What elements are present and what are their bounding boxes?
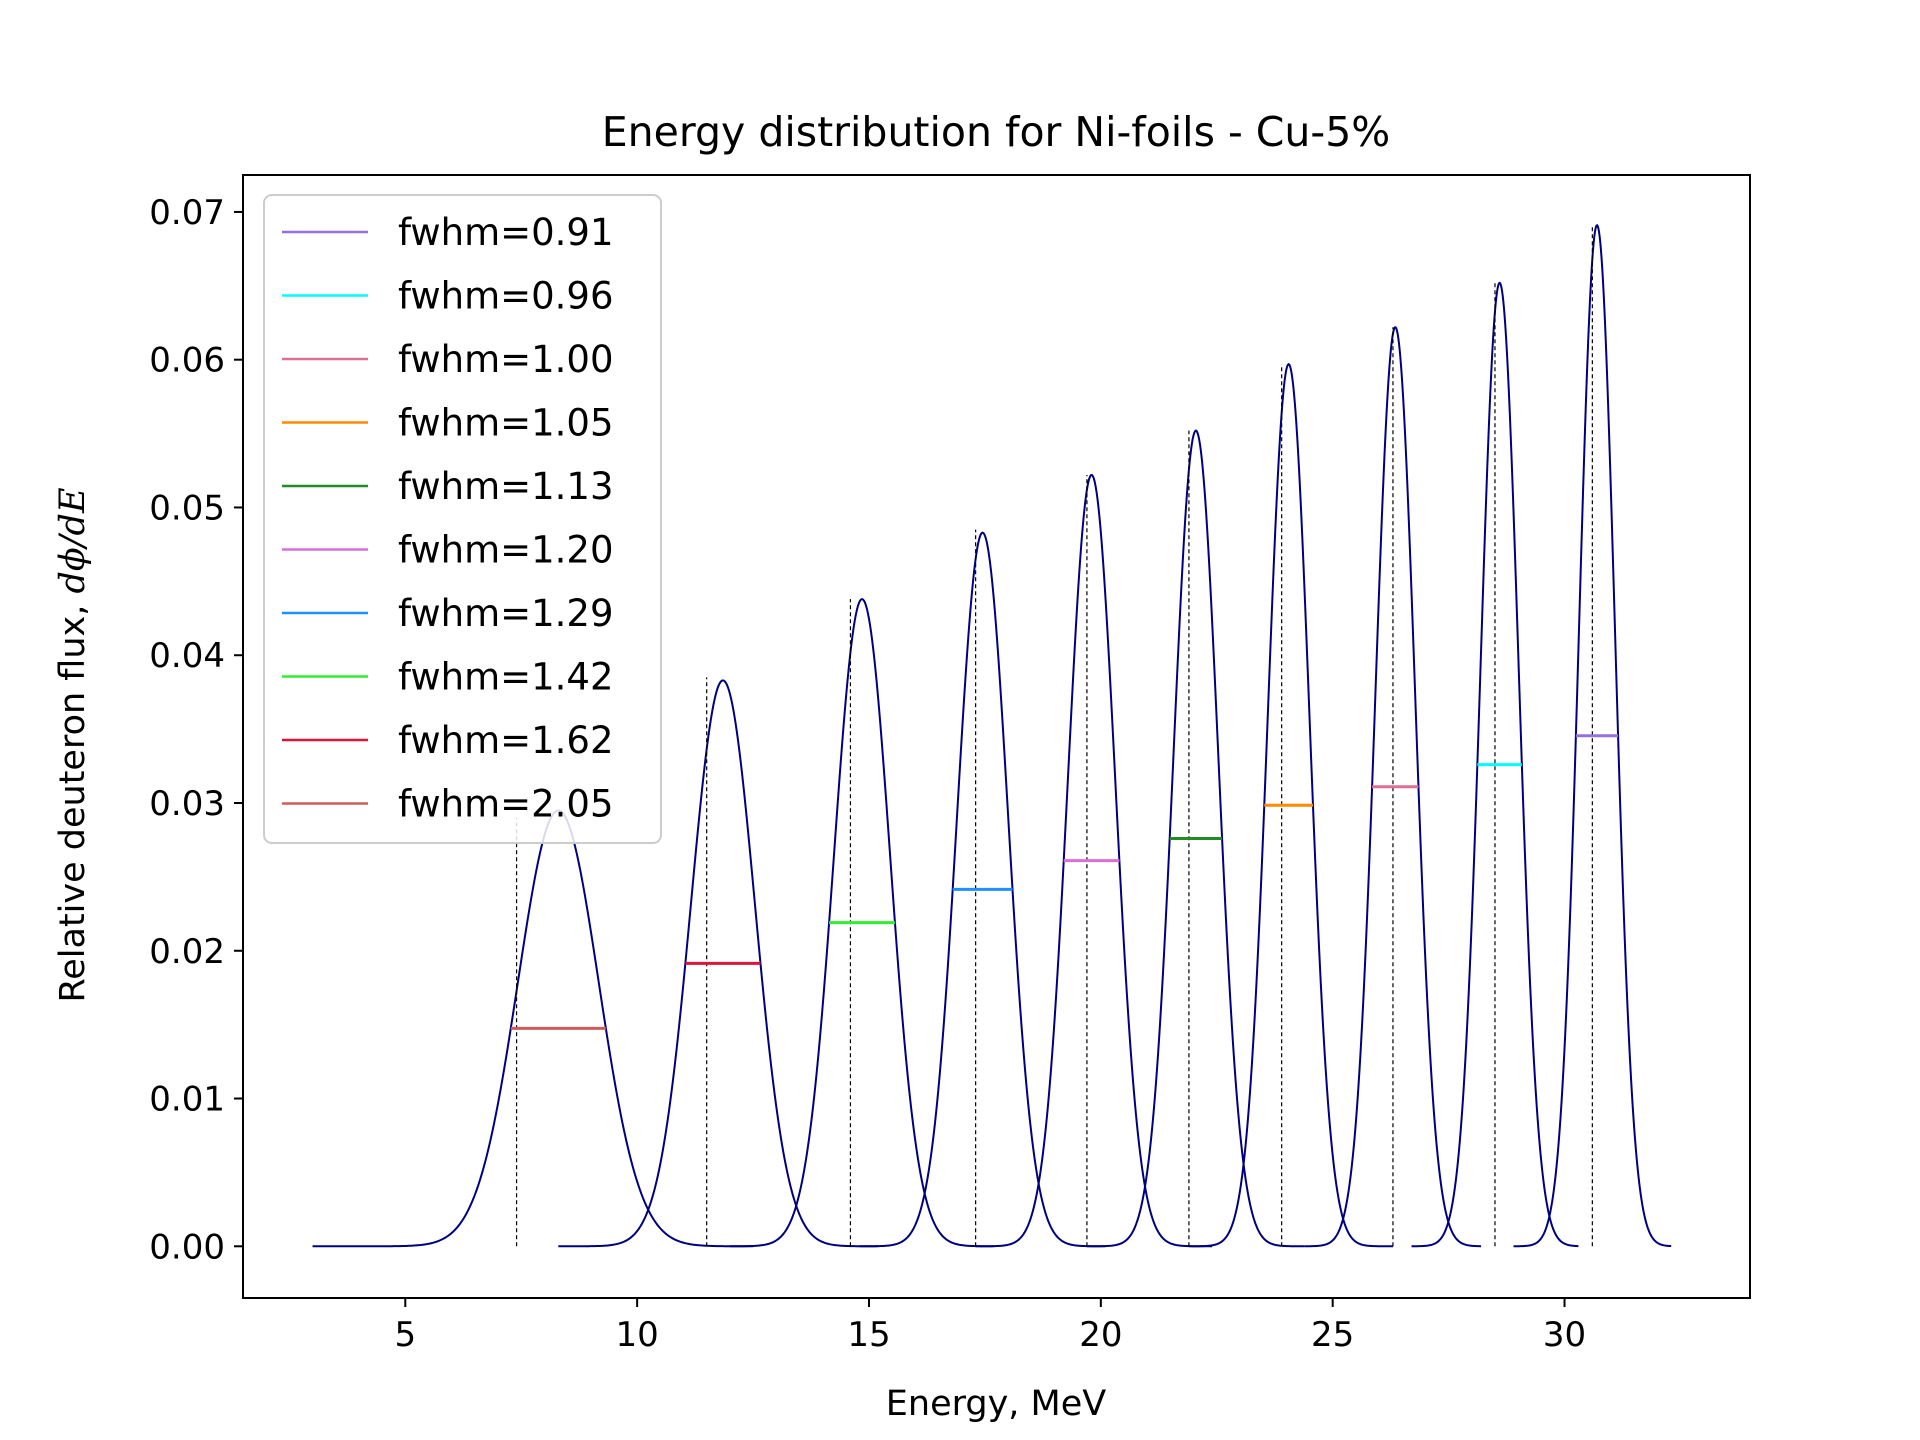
y-axis-label-text: Relative deuteron flux, bbox=[53, 594, 93, 1003]
legend-item: fwhm=1.29 bbox=[282, 592, 614, 635]
legend-label: fwhm=1.62 bbox=[398, 719, 614, 762]
chart-title: Energy distribution for Ni-foils - Cu-5% bbox=[602, 108, 1391, 156]
legend-label: fwhm=1.42 bbox=[398, 656, 614, 699]
series-group bbox=[859, 529, 1106, 1248]
legend-label: fwhm=1.05 bbox=[398, 402, 614, 445]
series-group bbox=[1304, 326, 1482, 1248]
x-tick-label: 30 bbox=[1543, 1315, 1586, 1355]
series-group bbox=[1513, 224, 1672, 1248]
x-tick-label: 10 bbox=[616, 1315, 659, 1355]
series-group bbox=[558, 677, 879, 1248]
series-group bbox=[975, 474, 1213, 1248]
y-tick-label: 0.01 bbox=[149, 1080, 225, 1120]
y-tick-label: 0.07 bbox=[149, 193, 225, 233]
x-tick-label: 25 bbox=[1311, 1315, 1354, 1355]
series-line bbox=[1188, 362, 1393, 1248]
legend-box bbox=[263, 194, 662, 844]
legend-label: fwhm=1.13 bbox=[398, 465, 614, 508]
legend-item: fwhm=1.42 bbox=[282, 656, 614, 699]
legend-item: fwhm=1.13 bbox=[282, 465, 614, 508]
y-tick-label: 0.03 bbox=[149, 784, 225, 824]
plot-frame bbox=[242, 174, 1751, 1299]
legend-label: fwhm=1.29 bbox=[398, 592, 614, 635]
legend-item: fwhm=2.05 bbox=[282, 783, 614, 826]
series-group bbox=[1188, 362, 1393, 1248]
legend-item: fwhm=0.91 bbox=[282, 211, 614, 254]
legend-label: fwhm=0.96 bbox=[398, 275, 614, 318]
series-line bbox=[558, 679, 879, 1248]
series-line bbox=[729, 597, 995, 1248]
series-group bbox=[729, 597, 995, 1248]
x-tick-label: 20 bbox=[1079, 1315, 1122, 1355]
series-group bbox=[1086, 429, 1305, 1248]
y-tick-label: 0.02 bbox=[149, 932, 225, 972]
series-line bbox=[1086, 429, 1305, 1248]
y-tick-label: 0.04 bbox=[149, 636, 225, 676]
x-tick-label: 15 bbox=[847, 1315, 890, 1355]
y-tick-label: 0.00 bbox=[149, 1227, 225, 1267]
y-tick-label: 0.05 bbox=[149, 488, 225, 528]
legend-label: fwhm=1.20 bbox=[398, 529, 614, 572]
y-axis-label-math: dϕ/dE bbox=[53, 487, 93, 593]
x-tick-label: 5 bbox=[394, 1315, 416, 1355]
legend-label: fwhm=0.91 bbox=[398, 211, 614, 254]
series-group bbox=[312, 809, 754, 1248]
series-line bbox=[312, 809, 754, 1248]
legend-item: fwhm=0.96 bbox=[282, 275, 614, 318]
legend-item: fwhm=1.05 bbox=[282, 402, 614, 445]
y-tick-label: 0.06 bbox=[149, 341, 225, 381]
series-group bbox=[1411, 281, 1579, 1248]
legend-item: fwhm=1.62 bbox=[282, 719, 614, 762]
series-line bbox=[975, 474, 1213, 1248]
x-axis-label: Energy, MeV bbox=[886, 1384, 1107, 1424]
plot-area: 5 10 15 20 25 30 0.00 0.01 0.02 0.03 0.04 0.05 0.06 0… bbox=[149, 174, 1751, 1355]
legend-item: fwhm=1.20 bbox=[282, 529, 614, 572]
legend-label: fwhm=2.05 bbox=[398, 783, 614, 826]
legend-label: fwhm=1.00 bbox=[398, 338, 614, 381]
legend: fwhm=0.91 fwhm=0.96 fwhm=1.00 fwhm=1.05 fwhm… bbox=[263, 194, 662, 844]
series-line bbox=[859, 531, 1106, 1248]
legend-item: fwhm=1.00 bbox=[282, 338, 614, 381]
y-axis-label: Relative deuteron flux, dϕ/dE bbox=[53, 487, 93, 1002]
